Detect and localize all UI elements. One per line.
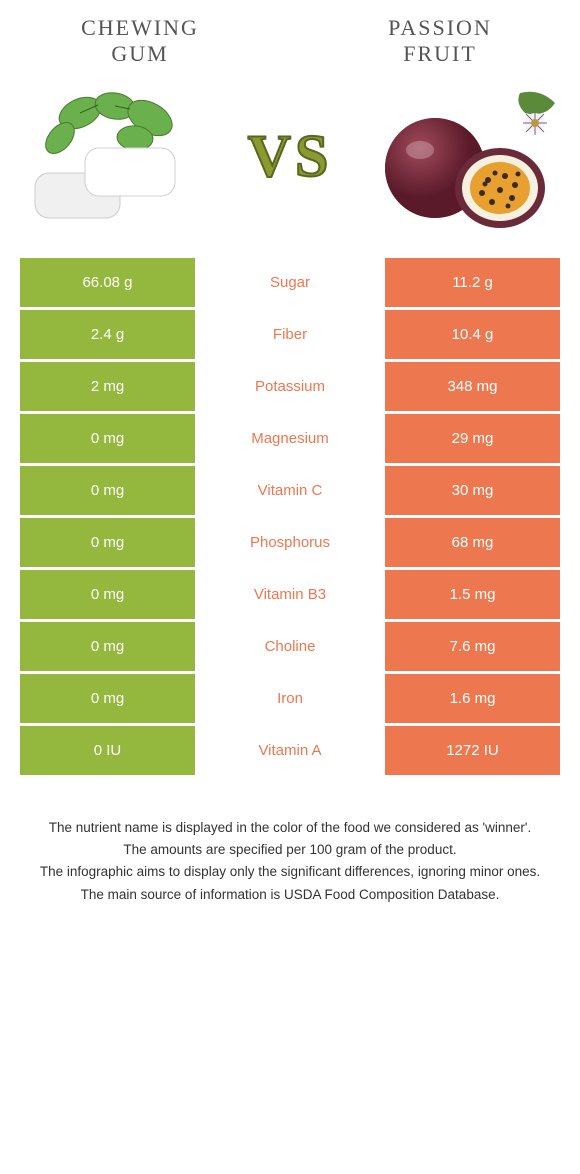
table-row: 0 mgVitamin B31.5 mg bbox=[20, 570, 560, 619]
value-right: 1272 IU bbox=[385, 726, 560, 775]
value-left: 0 mg bbox=[20, 570, 195, 619]
value-left: 0 mg bbox=[20, 518, 195, 567]
table-row: 2.4 gFiber10.4 g bbox=[20, 310, 560, 359]
value-right: 1.5 mg bbox=[385, 570, 560, 619]
footer-notes: The nutrient name is displayed in the co… bbox=[0, 778, 580, 905]
value-right: 30 mg bbox=[385, 466, 560, 515]
food-right-title-line2: FRUIT bbox=[340, 41, 540, 67]
svg-text:VS: VS bbox=[248, 123, 333, 189]
food-left-title: CHEWING GUM bbox=[40, 15, 240, 68]
nutrient-label: Magnesium bbox=[195, 414, 385, 463]
passion-fruit-image bbox=[370, 78, 570, 238]
table-row: 0 mgMagnesium29 mg bbox=[20, 414, 560, 463]
table-row: 0 mgCholine7.6 mg bbox=[20, 622, 560, 671]
footer-line-1: The nutrient name is displayed in the co… bbox=[30, 818, 550, 838]
value-left: 0 mg bbox=[20, 622, 195, 671]
value-left: 66.08 g bbox=[20, 258, 195, 307]
footer-line-4: The main source of information is USDA F… bbox=[30, 885, 550, 905]
value-left: 2 mg bbox=[20, 362, 195, 411]
nutrient-label: Iron bbox=[195, 674, 385, 723]
value-left: 0 mg bbox=[20, 414, 195, 463]
table-row: 0 mgIron1.6 mg bbox=[20, 674, 560, 723]
value-right: 11.2 g bbox=[385, 258, 560, 307]
value-right: 10.4 g bbox=[385, 310, 560, 359]
vs-label: VS bbox=[230, 118, 350, 198]
value-right: 348 mg bbox=[385, 362, 560, 411]
images-row: VS bbox=[0, 78, 580, 258]
nutrient-label: Vitamin C bbox=[195, 466, 385, 515]
nutrient-label: Sugar bbox=[195, 258, 385, 307]
nutrient-label: Fiber bbox=[195, 310, 385, 359]
table-row: 0 mgPhosphorus68 mg bbox=[20, 518, 560, 567]
value-right: 29 mg bbox=[385, 414, 560, 463]
footer-line-3: The infographic aims to display only the… bbox=[30, 862, 550, 882]
food-left-title-line1: CHEWING bbox=[40, 15, 240, 41]
value-left: 0 mg bbox=[20, 674, 195, 723]
nutrient-label: Phosphorus bbox=[195, 518, 385, 567]
food-right-title-line1: PASSION bbox=[340, 15, 540, 41]
comparison-table: 66.08 gSugar11.2 g2.4 gFiber10.4 g2 mgPo… bbox=[0, 258, 580, 775]
table-row: 0 mgVitamin C30 mg bbox=[20, 466, 560, 515]
value-right: 68 mg bbox=[385, 518, 560, 567]
food-right-title: PASSION FRUIT bbox=[340, 15, 540, 68]
value-left: 0 IU bbox=[20, 726, 195, 775]
value-right: 1.6 mg bbox=[385, 674, 560, 723]
nutrient-label: Vitamin A bbox=[195, 726, 385, 775]
nutrient-label: Potassium bbox=[195, 362, 385, 411]
footer-line-2: The amounts are specified per 100 gram o… bbox=[30, 840, 550, 860]
value-right: 7.6 mg bbox=[385, 622, 560, 671]
header: CHEWING GUM PASSION FRUIT bbox=[0, 0, 580, 78]
nutrient-label: Choline bbox=[195, 622, 385, 671]
food-left-title-line2: GUM bbox=[40, 41, 240, 67]
value-left: 0 mg bbox=[20, 466, 195, 515]
nutrient-label: Vitamin B3 bbox=[195, 570, 385, 619]
table-row: 66.08 gSugar11.2 g bbox=[20, 258, 560, 307]
gum-image bbox=[10, 78, 210, 238]
table-row: 0 IUVitamin A1272 IU bbox=[20, 726, 560, 775]
table-row: 2 mgPotassium348 mg bbox=[20, 362, 560, 411]
value-left: 2.4 g bbox=[20, 310, 195, 359]
